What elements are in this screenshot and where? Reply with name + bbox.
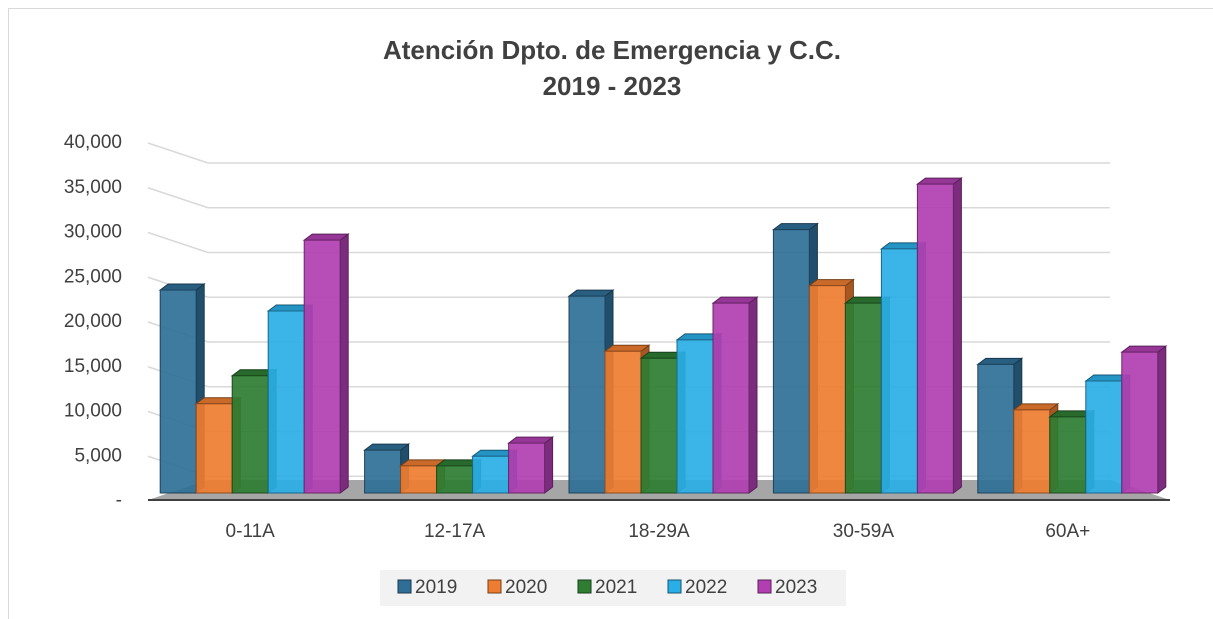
legend-swatch [577,579,592,594]
bar [1049,416,1087,494]
bar-top [1120,345,1168,353]
bar [400,465,438,494]
bar [640,357,678,494]
bar [808,285,846,494]
bar-top [711,296,759,304]
grid-diagonal [147,187,209,209]
x-tick-label: 12-17A [424,521,486,542]
y-tick-label: 30,000 [64,222,122,243]
bar [436,465,474,494]
bar-side [339,233,349,494]
bar-side [952,177,962,494]
bar [977,363,1015,494]
bar-top [807,279,855,287]
bar [676,339,714,494]
x-tick-label: 0-11A [226,521,276,542]
bar-side [1157,345,1167,494]
bar [472,455,510,494]
bar [231,375,269,494]
x-tick-label: 60A+ [1045,521,1090,542]
bar [1121,351,1159,494]
bar-top [363,443,411,451]
legend-label: 2019 [415,577,457,598]
y-tick-label: 35,000 [64,177,122,198]
bar [303,239,341,494]
legend-label: 2022 [685,577,727,598]
bar-top [976,357,1024,365]
bar [159,289,197,494]
bar [712,302,750,494]
bar-side [748,296,758,494]
y-tick-label: - [116,490,122,511]
bar [568,295,606,494]
bar [508,442,546,494]
legend-label: 2021 [595,577,637,598]
legend-swatch [397,579,412,594]
bar [1013,409,1051,494]
bar-top [567,289,615,297]
bar [880,248,918,494]
legend-swatch [667,579,682,594]
y-tick-label: 25,000 [64,266,122,287]
y-tick-label: 10,000 [64,401,122,422]
bar [772,229,810,494]
y-tick-label: 15,000 [64,356,122,377]
x-tick-label: 18-29A [628,521,690,542]
bar [604,350,642,494]
bar-side [544,436,554,494]
bar-top [507,436,555,444]
legend-swatch [487,579,502,594]
bar [195,403,233,494]
chart-subtitle: 2019 - 2023 [543,71,682,101]
bar [267,310,305,494]
y-tick-label: 20,000 [64,311,122,332]
legend-label: 2023 [775,577,817,598]
bar [916,183,954,494]
grid-diagonal [147,142,209,164]
bar [364,449,402,494]
bar-top [915,177,963,185]
legend-swatch [757,579,772,594]
bar-top [302,233,350,241]
bar [1085,380,1123,494]
grid-diagonal [147,231,209,254]
bar-top [771,223,819,231]
bar-top [158,283,206,291]
bar-top [1012,403,1060,411]
x-tick-label: 30-59A [833,521,895,542]
y-tick-label: 5,000 [74,445,122,466]
bar [844,302,882,494]
bar-top [603,344,651,352]
chart-title: Atención Dpto. de Emergencia y C.C. [383,35,841,65]
legend-label: 2020 [505,577,547,598]
y-tick-label: 40,000 [64,132,122,153]
